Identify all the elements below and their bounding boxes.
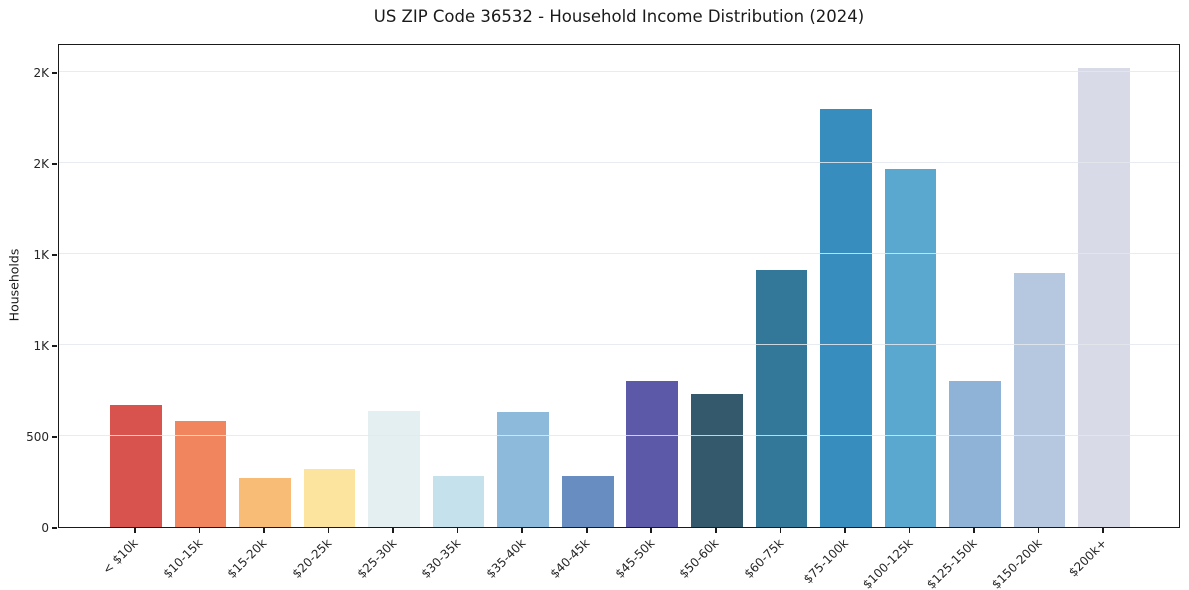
x-tick-mark	[456, 528, 459, 533]
x-tick-mark	[263, 528, 265, 533]
bar-5	[432, 475, 485, 527]
y-tick-mark	[52, 72, 57, 74]
x-tick-label: $60-75k	[741, 536, 787, 581]
bar-4	[368, 411, 420, 527]
y-tick-mark	[52, 436, 57, 438]
x-tick-mark	[973, 528, 975, 533]
x-tick-label: < $10k	[99, 536, 141, 577]
bar-13	[949, 381, 1001, 527]
y-tick-label: 1K	[33, 248, 49, 263]
x-tick-mark	[327, 528, 330, 533]
gridline-1K	[59, 343, 1179, 346]
bar-15	[1078, 68, 1130, 527]
x-tick-mark	[779, 528, 782, 533]
y-tick-label: 1K	[33, 339, 49, 354]
plot-area	[58, 44, 1180, 528]
x-tick-mark	[715, 528, 717, 533]
bar-1	[174, 421, 227, 527]
chart-title: US ZIP Code 36532 - Household Income Dis…	[373, 7, 865, 26]
y-tick-mark	[52, 345, 57, 347]
y-tick-label: 500	[26, 430, 49, 445]
bar-0	[110, 405, 162, 527]
x-tick-label: $15-20k	[224, 536, 270, 581]
bar-3	[303, 468, 356, 527]
x-tick-mark	[1102, 528, 1104, 533]
y-axis-label: Households	[6, 248, 22, 322]
bar-12	[884, 168, 937, 527]
x-tick-label: $25-30k	[354, 536, 399, 581]
x-tick-mark	[521, 528, 523, 533]
bar-8	[626, 381, 679, 527]
gridline-2K	[59, 70, 1179, 73]
x-tick-label: $35-40k	[483, 536, 529, 581]
y-tick-mark	[52, 527, 57, 529]
x-tick-mark	[585, 528, 588, 533]
x-tick-label: $50-60k	[676, 536, 722, 581]
x-tick-label: $200k+	[1065, 536, 1110, 580]
y-tick-mark	[52, 163, 57, 165]
x-tick-label: $150-200k	[988, 536, 1045, 590]
x-tick-mark	[650, 528, 653, 533]
y-tick-label: 2K	[33, 157, 49, 172]
x-tick-label: $40-45k	[547, 536, 593, 581]
bar-9	[691, 394, 743, 527]
x-tick-mark	[134, 528, 136, 533]
x-tick-mark	[392, 528, 394, 533]
gridline-500	[59, 434, 1179, 437]
x-tick-mark	[198, 528, 201, 533]
bar-2	[239, 477, 291, 527]
bar-11	[820, 108, 872, 527]
x-tick-label: $125-150k	[924, 536, 980, 590]
bar-14	[1013, 273, 1066, 527]
x-tick-mark	[1037, 528, 1040, 533]
x-tick-mark	[908, 528, 911, 533]
gridline-1K	[59, 252, 1179, 255]
x-tick-label: $75-100k	[800, 536, 851, 587]
y-tick-label: 2K	[33, 66, 49, 81]
x-tick-label: $45-50k	[612, 536, 658, 581]
y-tick-mark	[52, 254, 57, 256]
x-tick-label: $100-125k	[859, 536, 916, 590]
x-tick-label: $30-35k	[418, 536, 464, 581]
bar-7	[561, 476, 614, 527]
x-tick-mark	[844, 528, 846, 533]
bar-10	[755, 270, 808, 527]
gridline-2K	[59, 161, 1179, 164]
x-tick-label: $20-25k	[289, 536, 335, 581]
y-tick-label: 0	[41, 521, 49, 535]
x-tick-label: $10-15k	[160, 536, 206, 581]
bar-6	[497, 412, 549, 527]
